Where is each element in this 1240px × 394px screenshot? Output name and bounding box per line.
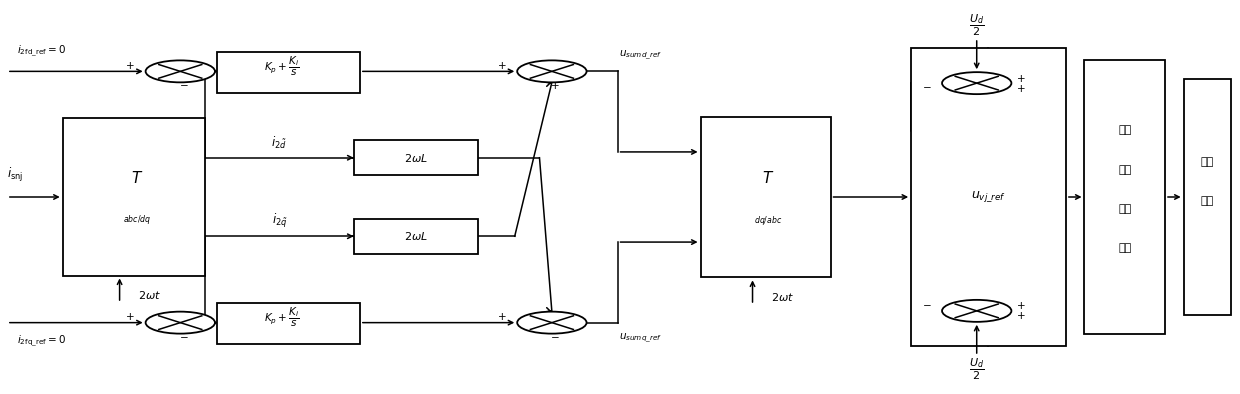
Text: 触发: 触发	[1200, 157, 1214, 167]
Bar	[217, 303, 360, 344]
Text: +: +	[126, 61, 135, 71]
Bar	[701, 117, 831, 277]
Text: +: +	[1017, 311, 1025, 322]
Bar	[353, 219, 477, 254]
Text: $K_p+\dfrac{K_i}{s}$: $K_p+\dfrac{K_i}{s}$	[264, 306, 299, 329]
Text: −: −	[180, 81, 188, 91]
Text: $2\omega t$: $2\omega t$	[771, 291, 794, 303]
Circle shape	[942, 300, 1012, 322]
Bar	[217, 52, 360, 93]
Circle shape	[517, 312, 587, 334]
Text: 电容: 电容	[1118, 125, 1131, 135]
Text: −: −	[552, 333, 560, 342]
Text: $i_{2\mathrm{fq\_ref}}=0$: $i_{2\mathrm{fq\_ref}}=0$	[17, 334, 66, 349]
Text: 电压: 电压	[1118, 165, 1131, 175]
Text: −: −	[923, 301, 931, 312]
Text: $i_{2\mathit{\tilde{d}}}$: $i_{2\mathit{\tilde{d}}}$	[272, 135, 288, 151]
Text: +: +	[498, 61, 507, 71]
Text: $u_{sumq\_ref}$: $u_{sumq\_ref}$	[619, 332, 662, 345]
Bar	[1085, 59, 1166, 335]
Text: −: −	[180, 333, 188, 342]
Text: $2\omega L$: $2\omega L$	[404, 230, 428, 242]
Circle shape	[942, 72, 1012, 94]
Text: $\dfrac{U_d}{2}$: $\dfrac{U_d}{2}$	[968, 356, 985, 382]
Text: $i_{2\mathrm{fd\_ref}}=0$: $i_{2\mathrm{fd\_ref}}=0$	[17, 44, 66, 59]
Text: $i_{\mathrm{snj}}$: $i_{\mathrm{snj}}$	[7, 166, 24, 184]
Text: +: +	[1017, 74, 1025, 84]
Text: −: −	[923, 82, 931, 93]
Text: +: +	[498, 312, 507, 322]
Text: $2\omega t$: $2\omega t$	[138, 289, 161, 301]
Bar	[1183, 79, 1230, 315]
Bar	[63, 119, 205, 275]
Text: +: +	[1017, 301, 1025, 312]
Text: +: +	[126, 312, 135, 322]
Text: 排序: 排序	[1118, 204, 1131, 214]
Text: $2\omega L$: $2\omega L$	[404, 152, 428, 164]
Text: $\dfrac{U_d}{2}$: $\dfrac{U_d}{2}$	[968, 12, 985, 38]
Text: 算法: 算法	[1118, 243, 1131, 253]
Text: $T$: $T$	[130, 170, 143, 186]
Text: $u_{vj\_ref}$: $u_{vj\_ref}$	[971, 190, 1006, 204]
Text: $K_p+\dfrac{K_i}{s}$: $K_p+\dfrac{K_i}{s}$	[264, 55, 299, 78]
Text: $_{abc/dq}$: $_{abc/dq}$	[123, 213, 151, 228]
Text: 脉冲: 脉冲	[1200, 196, 1214, 206]
Text: $u_{sumd\_ref}$: $u_{sumd\_ref}$	[619, 49, 662, 62]
Text: +: +	[1017, 84, 1025, 94]
Text: $i_{2\mathit{\tilde{q}}}$: $i_{2\mathit{\tilde{q}}}$	[272, 212, 288, 230]
Bar	[911, 48, 1066, 346]
Circle shape	[517, 60, 587, 82]
Text: $T$: $T$	[763, 170, 774, 186]
Circle shape	[145, 312, 215, 334]
Text: $_{dq/abc}$: $_{dq/abc}$	[754, 214, 782, 229]
Circle shape	[145, 60, 215, 82]
Bar	[353, 140, 477, 175]
Text: +: +	[552, 81, 560, 91]
